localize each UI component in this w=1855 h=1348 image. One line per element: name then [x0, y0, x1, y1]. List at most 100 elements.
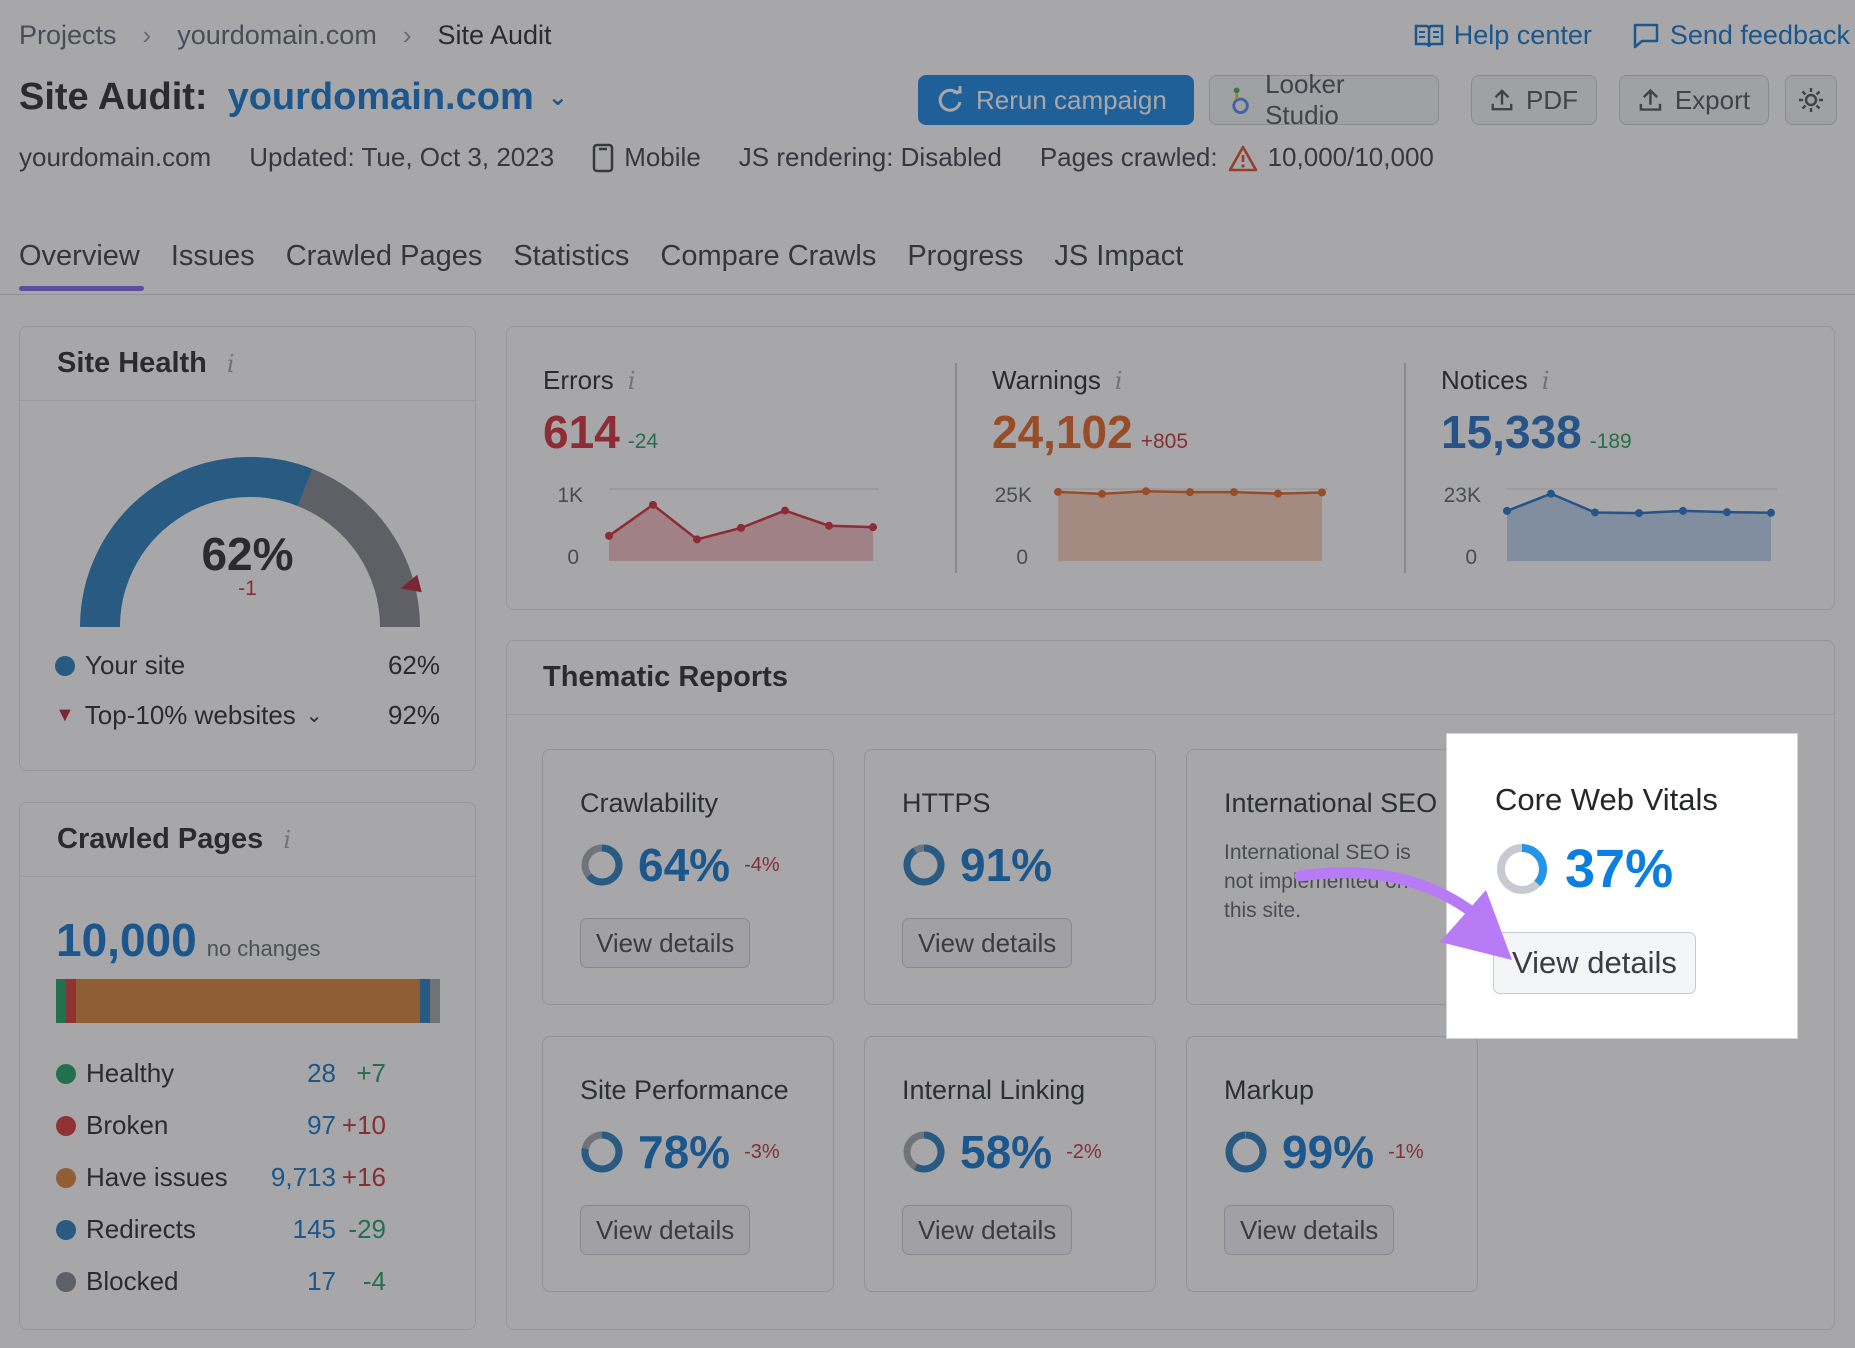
warning-icon	[1228, 145, 1257, 171]
view-details-button[interactable]: View details	[902, 918, 1073, 968]
settings-button[interactable]	[1785, 75, 1837, 125]
tab-statistics[interactable]: Statistics	[513, 240, 630, 272]
meta-pages-value: 10,000/10,000	[1267, 142, 1434, 172]
tab-overview[interactable]: Overview	[19, 240, 144, 291]
row-value[interactable]: 17	[307, 1266, 336, 1296]
tab-compare-crawls[interactable]: Compare Crawls	[660, 240, 877, 272]
row-value[interactable]: 9,713	[270, 1162, 336, 1192]
info-icon[interactable]: i	[1114, 366, 1123, 395]
looker-studio-button[interactable]: Looker Studio	[1209, 69, 1439, 130]
card-value[interactable]: 78%	[638, 1126, 731, 1178]
sparkline-point	[1503, 506, 1511, 515]
summary-number[interactable]: 24,102	[992, 406, 1133, 458]
help-center-link[interactable]: Help center	[1414, 20, 1592, 51]
crawled-row[interactable]: Healthy 28 +7	[56, 1058, 386, 1089]
donut-icon	[903, 1131, 945, 1173]
summary-value: 15,338 -189	[1441, 405, 1632, 459]
sparkline-point	[1635, 509, 1643, 518]
row-value[interactable]: 145	[292, 1214, 336, 1244]
pdf-label: PDF	[1526, 84, 1578, 115]
legend-label: Top-10% websites	[84, 700, 296, 730]
breadcrumb-domain[interactable]: yourdomain.com	[177, 20, 377, 50]
axis-tick-max: 1K	[557, 484, 583, 507]
tabs-divider	[0, 294, 1855, 295]
chevron-down-icon[interactable]: ⌄	[305, 705, 323, 727]
send-feedback-link[interactable]: Send feedback	[1632, 20, 1850, 51]
sparkline-point	[1186, 488, 1194, 497]
breadcrumb-projects[interactable]: Projects	[19, 20, 117, 50]
info-icon[interactable]: i	[226, 349, 235, 378]
summary-delta: -189	[1589, 430, 1632, 453]
breadcrumb-current: Site Audit	[437, 20, 552, 50]
tab-crawled-pages[interactable]: Crawled Pages	[285, 240, 483, 272]
row-label: Healthy	[86, 1058, 175, 1088]
sparkline-point	[693, 535, 701, 544]
status-dot	[56, 1271, 76, 1292]
crawled-row[interactable]: Redirects 145 -29	[56, 1214, 386, 1245]
thematic-card: Internal Linking 58% -2% View details	[864, 1036, 1156, 1292]
chevron-down-icon[interactable]: ⌄	[547, 84, 568, 111]
crawled-row[interactable]: Have issues 9,713 +16	[56, 1162, 386, 1193]
core-web-vitals-card: Core Web Vitals 37% View details	[1446, 733, 1798, 1039]
status-dot	[56, 1063, 76, 1084]
crawled-row[interactable]: Broken 97 +10	[56, 1110, 386, 1141]
card-value[interactable]: 58%	[960, 1126, 1053, 1178]
bar-segment-broken[interactable]	[66, 979, 76, 1023]
project-meta: yourdomain.com Updated: Tue, Oct 3, 2023…	[19, 142, 1472, 173]
view-details-button[interactable]: View details	[1493, 932, 1696, 994]
thematic-title: Thematic Reports	[543, 661, 788, 693]
view-details-button[interactable]: View details	[580, 1205, 751, 1255]
info-icon[interactable]: i	[1541, 366, 1550, 395]
card-value[interactable]: 37%	[1565, 839, 1674, 899]
thematic-header: Thematic Reports	[507, 641, 1834, 715]
row-value[interactable]: 97	[307, 1110, 336, 1140]
axis-tick-min: 0	[1016, 546, 1028, 569]
gauge-rest	[297, 468, 420, 628]
row-value[interactable]: 28	[307, 1058, 336, 1088]
view-details-button[interactable]: View details	[580, 918, 751, 968]
crawled-row[interactable]: Blocked 17 -4	[56, 1266, 386, 1297]
info-icon[interactable]: i	[283, 825, 292, 854]
sparkline-point	[649, 500, 657, 509]
bar-segment-blocked[interactable]	[430, 979, 440, 1023]
view-details-button[interactable]: View details	[1224, 1205, 1395, 1255]
pdf-button[interactable]: PDF	[1471, 75, 1597, 125]
card-delta: -2%	[1066, 1140, 1102, 1163]
bar-segment-redirects[interactable]	[420, 979, 430, 1023]
sparkline-point	[1547, 489, 1555, 498]
donut-fill	[903, 1131, 945, 1173]
bar-segment-have-issues[interactable]	[76, 979, 420, 1023]
row-label: Redirects	[86, 1214, 196, 1244]
card-percent: 78% -3%	[580, 1125, 780, 1179]
card-value[interactable]: 91%	[960, 839, 1053, 891]
tab-js-impact[interactable]: JS Impact	[1054, 240, 1184, 272]
export-button[interactable]: Export	[1619, 75, 1769, 125]
donut-fill	[1225, 1131, 1267, 1173]
view-details-button[interactable]: View details	[902, 1205, 1073, 1255]
site-health-widget: Site Health i 62% -1 Your site 62% ▼ Top…	[19, 326, 476, 771]
sparkline	[1054, 487, 1328, 561]
tab-progress[interactable]: Progress	[907, 240, 1024, 272]
crawled-total: 10,000 no changes	[56, 913, 320, 967]
summary-number[interactable]: 614	[543, 406, 620, 458]
bar-segment-healthy[interactable]	[56, 979, 66, 1023]
legend-top10[interactable]: ▼ Top-10% websites ⌄ 92%	[55, 700, 440, 731]
sparkline-point	[1723, 508, 1731, 517]
card-name: International SEO	[1224, 788, 1438, 818]
tab-issues[interactable]: Issues	[170, 240, 255, 272]
title-prefix: Site Audit:	[19, 76, 208, 118]
crawled-total-value[interactable]: 10,000	[56, 914, 197, 966]
upload-icon	[1491, 89, 1513, 111]
card-value[interactable]: 99%	[1282, 1126, 1375, 1178]
info-icon[interactable]: i	[627, 366, 636, 395]
summary-number[interactable]: 15,338	[1441, 406, 1582, 458]
card-name: Markup	[1224, 1075, 1315, 1105]
project-domain-selector[interactable]: yourdomain.com	[227, 76, 534, 118]
rerun-campaign-button[interactable]: Rerun campaign	[918, 75, 1194, 125]
sparkline-point	[1679, 506, 1687, 515]
card-value[interactable]: 64%	[638, 839, 731, 891]
donut-fill	[903, 844, 945, 886]
donut-icon	[1225, 1131, 1267, 1173]
row-delta: +10	[341, 1110, 386, 1140]
row-delta: +16	[341, 1162, 386, 1192]
